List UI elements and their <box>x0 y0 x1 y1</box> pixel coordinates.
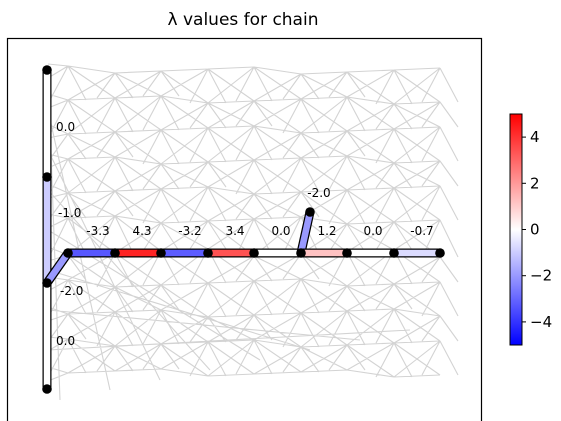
edge-value-label: 4.3 <box>132 224 151 238</box>
chain-edge <box>297 211 314 254</box>
edge-value-label: -2.0 <box>60 284 83 298</box>
chain-node <box>42 172 52 182</box>
colorbar: 4 2 0 −2 −4 <box>509 113 552 346</box>
chain-node <box>42 384 52 394</box>
edge-value-label: 1.2 <box>317 224 336 238</box>
colorbar-tick-label: 2 <box>530 174 540 192</box>
colorbar-tick-label: 0 <box>530 221 540 239</box>
edge-value-label: -0.7 <box>410 224 433 238</box>
chain-path: 0.0 -1.0 -2.0 -3.3 4.3 -3.2 3.4 0.0 -2.0 1.2 0.0 -0… <box>42 65 445 394</box>
edge-value-label: -2.0 <box>307 186 330 200</box>
edge-value-label: 0.0 <box>271 224 290 238</box>
chain-node <box>296 248 306 258</box>
chain-edge <box>44 251 71 285</box>
edge-value-label: 0.0 <box>363 224 382 238</box>
chain-node <box>42 65 52 75</box>
colorbar-tick-label: −2 <box>530 267 552 285</box>
chain-node <box>435 248 445 258</box>
chain-node <box>63 248 73 258</box>
chain-node <box>249 248 259 258</box>
chain-node <box>305 207 315 217</box>
chain-node <box>110 248 120 258</box>
chain-node <box>203 248 213 258</box>
chain-node <box>342 248 352 258</box>
edge-value-label: -1.0 <box>58 206 81 220</box>
edge-value-label: 0.0 <box>56 334 75 348</box>
background-graph <box>47 63 459 401</box>
edge-value-label: 3.4 <box>225 224 244 238</box>
edge-value-label: -3.2 <box>178 224 201 238</box>
edge-value-label: 0.0 <box>56 120 75 134</box>
colorbar-tick-label: −4 <box>530 313 552 331</box>
colorbar-gradient <box>509 113 523 346</box>
chain-node <box>389 248 399 258</box>
colorbar-tick-label: 4 <box>530 128 540 146</box>
chain-node <box>156 248 166 258</box>
edge-value-label: -3.3 <box>86 224 109 238</box>
chain-node <box>42 278 52 288</box>
chart-title: λ values for chain <box>168 10 319 30</box>
